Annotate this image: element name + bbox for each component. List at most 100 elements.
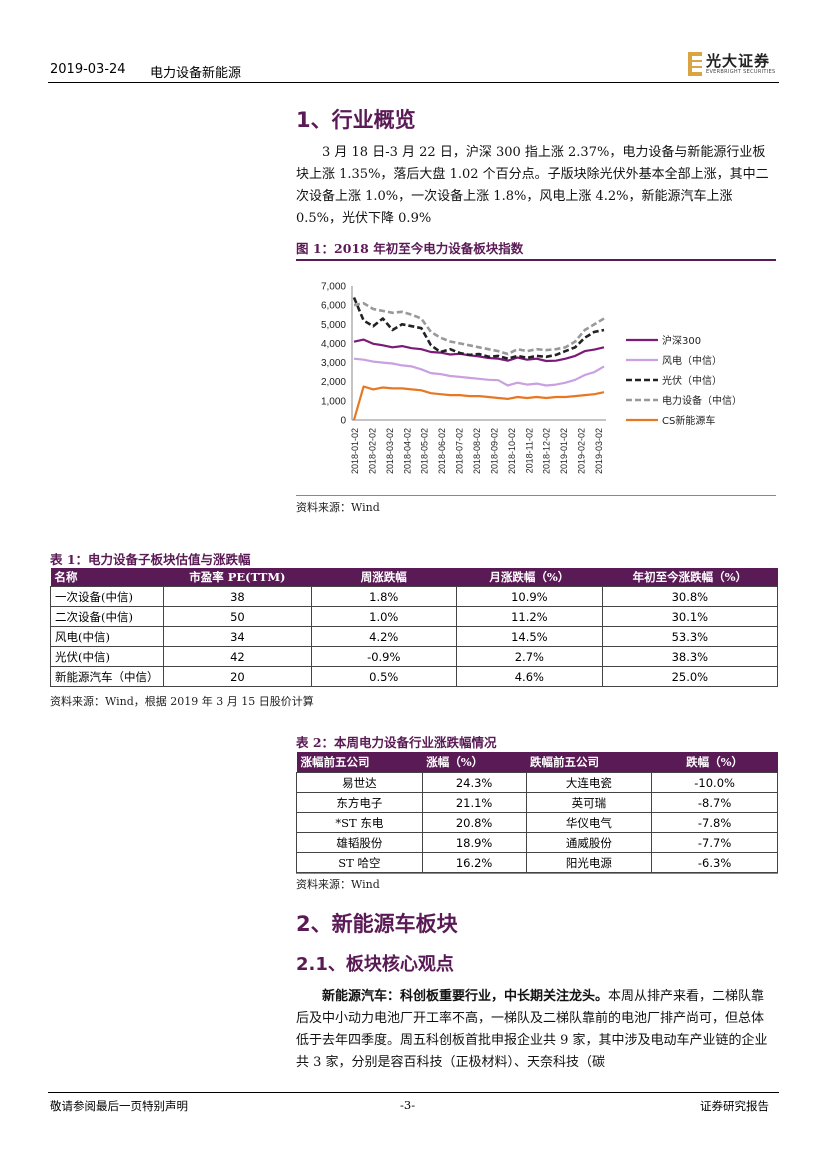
table-header-cell: 跌幅（%） [651,752,778,773]
table-cell: 阳光电源 [525,852,653,873]
table-row: 光伏(中信) 42 -0.9% 2.7% 38.3% [49,646,779,667]
table-header-cell: 跌幅前五公司 [526,752,652,773]
legend-label: 光伏（中信） [662,374,722,387]
table-cell: *ST 东电 [296,812,423,833]
table-cell: 光伏(中信) [49,646,165,667]
table-row: 一次设备(中信) 38 1.8% 10.9% 30.8% [49,586,779,607]
y-tick-label: 6,000 [321,301,346,312]
figure-title: 图 1：2018 年初至今电力设备板块指数 [296,241,524,256]
table-cell: 16.2% [421,852,527,873]
x-tick-label: 2018-03-02 [385,428,395,474]
table2: 涨幅前五公司 涨幅（%） 跌幅前五公司 跌幅（%） 易世达 24.3% 大连电瓷 -1… [296,752,778,873]
section2-paragraph: 新能源汽车：科创板重要行业，中长期关注龙头。本周从排产来看，二梯队靠后及中小动力… [296,986,776,1074]
table-cell: 21.1% [421,792,527,813]
table2-source: 资料来源：Wind [296,878,380,891]
x-tick-label: 2018-07-02 [455,428,465,474]
y-tick-label: 7,000 [321,282,346,293]
y-tick-label: 1,000 [321,396,346,407]
table1: 名称 市盈率 PE(TTM) 周涨跌幅 月涨跌幅（%） 年初至今涨跌幅（%） 一… [49,568,779,687]
table-cell: 1.0% [310,606,457,627]
table-cell: ST 哈空 [296,852,423,873]
table-cell: 42 [163,646,312,667]
logo-subtext: EVERBRIGHT SECURITIES [706,69,776,75]
table-header-row: 名称 市盈率 PE(TTM) 周涨跌幅 月涨跌幅（%） 年初至今涨跌幅（%） [50,568,778,587]
table-cell: 30.8% [601,586,779,607]
table-cell: 11.2% [455,606,603,627]
y-tick-label: 0 [340,416,346,427]
y-tick-label: 4,000 [321,339,346,350]
table-row: 二次设备(中信) 50 1.0% 11.2% 30.1% [49,606,779,627]
table-row: *ST 东电 20.8% 华仪电气 -7.8% [296,812,778,833]
table-cell: 东方电子 [296,792,423,813]
table-cell: -10.0% [651,772,778,793]
header-sector: 电力设备新能源 [150,66,242,81]
table-row: 东方电子 21.1% 英可瑞 -8.7% [296,792,778,813]
table-header-cell: 周涨跌幅 [311,568,457,587]
table-cell: 1.8% [310,586,457,607]
x-tick-label: 2018-04-02 [402,428,412,474]
x-tick-label: 2018-11-02 [524,428,534,473]
y-tick-label: 2,000 [321,377,346,388]
table-cell: 38 [163,586,312,607]
x-tick-label: 2019-03-02 [594,428,604,474]
x-tick-label: 2019-01-02 [559,428,569,474]
section2-body: 本周从排产来看，二梯队靠后及中小动力电池厂开工率不高，一梯队及二梯队靠前的电池厂… [296,989,768,1070]
section-paragraph: 3 月 18 日-3 月 22 日，沪深 300 指上涨 2.37%，电力设备与… [296,145,769,226]
table-cell: 20.8% [421,812,527,833]
section2-subtitle: 2.1、板块核心观点 [296,954,454,975]
footer-report-type: 证券研究报告 [700,1099,769,1113]
series-line [353,301,605,356]
table1-source: 资料来源：Wind，根据 2019 年 3 月 15 日股价计算 [50,695,314,708]
table-cell: -7.8% [651,812,778,833]
table-cell: 英可瑞 [525,792,653,813]
table-cell: 风电(中信) [49,626,165,647]
footer-disclaimer: 敬请参阅最后一页特别声明 [50,1099,188,1113]
x-tick-label: 2018-08-02 [472,428,482,474]
table-row: 风电(中信) 34 4.2% 14.5% 53.3% [49,626,779,647]
table-cell: 14.5% [455,626,603,647]
figure-bottom-rule [296,495,776,496]
x-tick-label: 2018-05-02 [420,428,430,474]
series-line [353,357,605,387]
section-title: 1、行业概览 [296,108,416,132]
x-tick-label: 2018-02-02 [367,428,377,474]
x-tick-label: 2018-06-02 [437,428,447,474]
x-tick-label: 2018-01-02 [350,428,360,474]
table-cell: 华仪电气 [525,812,653,833]
table-header-cell: 涨幅（%） [422,752,527,773]
figure-source: 资料来源：Wind [296,501,380,514]
y-tick-label: 3,000 [321,358,346,369]
table-cell: 雄韬股份 [296,832,423,853]
table-header-cell: 涨幅前五公司 [296,752,423,773]
table-cell: 20 [163,666,312,687]
table-cell: 一次设备(中信) [49,586,165,607]
table-cell: 34 [163,626,312,647]
logo-text: 光大证券 [706,52,771,70]
table-cell: -0.9% [310,646,457,667]
series-line [352,385,605,421]
footer-rule [48,1092,779,1093]
table-header-cell: 月涨跌幅（%） [456,568,603,587]
table-cell: 50 [163,606,312,627]
section2-title: 2、新能源车板块 [296,912,458,936]
table-cell: 0.5% [310,666,457,687]
y-tick-label: 5,000 [321,320,346,331]
table-row: ST 哈空 16.2% 阳光电源 -6.3% [296,852,778,873]
table-cell: 38.3% [601,646,779,667]
table-cell: 4.6% [455,666,603,687]
table-cell: 10.9% [455,586,603,607]
table-cell: 通威股份 [525,832,653,853]
table-cell: 18.9% [421,832,527,853]
table-cell: 24.3% [421,772,527,793]
table-cell: -8.7% [651,792,778,813]
legend-label: 沪深300 [662,334,701,347]
table-cell: -7.7% [651,832,778,853]
table-cell: 新能源汽车（中信） [49,666,165,687]
table-cell: 4.2% [310,626,457,647]
legend-label: 风电（中信） [662,354,722,367]
x-tick-label: 2018-12-02 [542,428,552,474]
x-tick-label: 2018-09-02 [489,428,499,474]
table-cell: 30.1% [601,606,779,627]
table-row: 雄韬股份 18.9% 通威股份 -7.7% [296,832,778,853]
table-row: 易世达 24.3% 大连电瓷 -10.0% [296,772,778,793]
